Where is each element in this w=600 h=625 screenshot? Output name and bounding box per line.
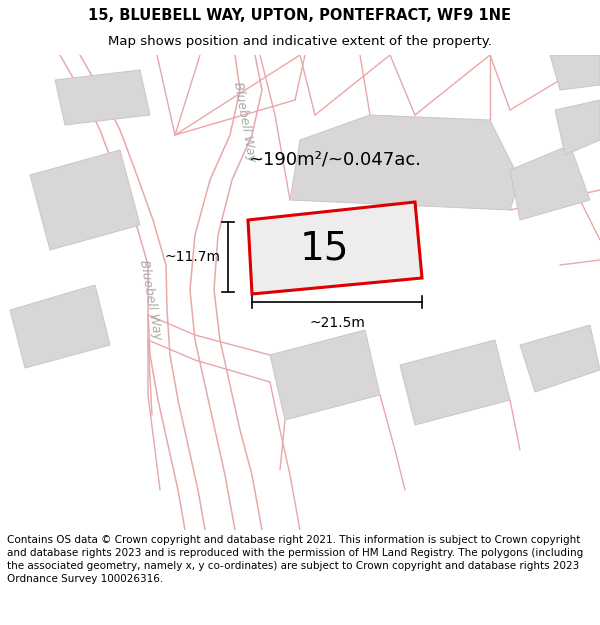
Polygon shape [550,55,600,90]
Text: 15, BLUEBELL WAY, UPTON, PONTEFRACT, WF9 1NE: 15, BLUEBELL WAY, UPTON, PONTEFRACT, WF9… [89,8,511,23]
Polygon shape [400,340,510,425]
Polygon shape [55,70,150,125]
Polygon shape [248,202,422,294]
Polygon shape [555,100,600,155]
Text: ~21.5m: ~21.5m [309,316,365,330]
Text: Contains OS data © Crown copyright and database right 2021. This information is : Contains OS data © Crown copyright and d… [7,535,583,584]
Text: ~190m²/~0.047ac.: ~190m²/~0.047ac. [248,151,421,169]
Text: Bluebell Way: Bluebell Way [230,81,257,163]
Polygon shape [290,115,520,210]
Polygon shape [510,145,590,220]
Polygon shape [270,330,380,420]
Text: Bluebell Way: Bluebell Way [137,259,163,341]
Polygon shape [10,285,110,368]
Polygon shape [30,150,140,250]
Text: Map shows position and indicative extent of the property.: Map shows position and indicative extent… [108,35,492,48]
Polygon shape [520,325,600,392]
Text: ~11.7m: ~11.7m [164,250,220,264]
Text: 15: 15 [299,229,349,268]
